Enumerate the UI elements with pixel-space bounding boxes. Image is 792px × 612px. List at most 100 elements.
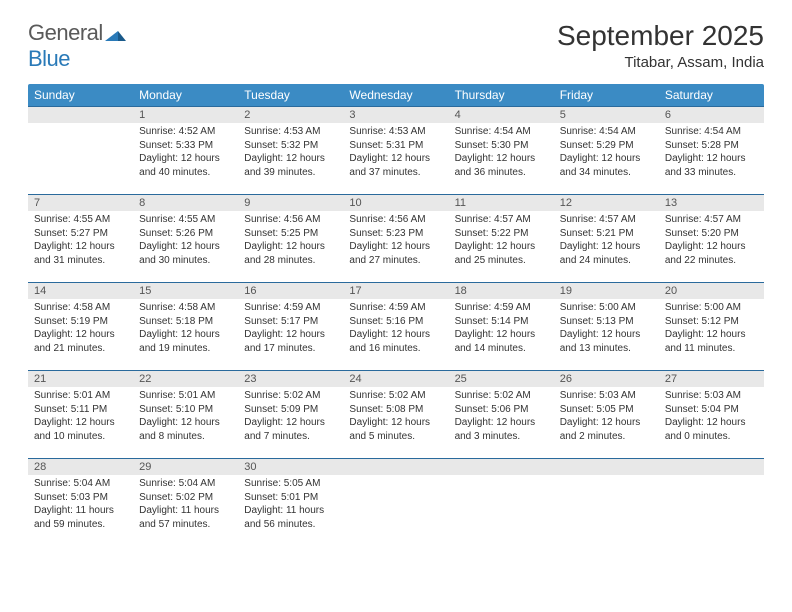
daylight-text: Daylight: 12 hours and 10 minutes. [34,416,127,443]
logo: GeneralBlue [28,20,127,72]
calendar-body: 1Sunrise: 4:52 AMSunset: 5:33 PMDaylight… [28,107,764,547]
sunrise-text: Sunrise: 4:59 AM [349,301,442,315]
daylight-text: Daylight: 12 hours and 3 minutes. [455,416,548,443]
sunrise-text: Sunrise: 4:57 AM [665,213,758,227]
sunset-text: Sunset: 5:12 PM [665,315,758,329]
day-number [554,459,659,475]
calendar-cell [659,459,764,547]
cell-body: Sunrise: 5:04 AMSunset: 5:02 PMDaylight:… [133,475,238,535]
calendar-table: Sunday Monday Tuesday Wednesday Thursday… [28,84,764,547]
daylight-text: Daylight: 12 hours and 5 minutes. [349,416,442,443]
weekday-header: Saturday [659,84,764,107]
day-number: 13 [659,195,764,211]
cell-body [28,123,133,129]
day-number: 12 [554,195,659,211]
calendar-cell: 11Sunrise: 4:57 AMSunset: 5:22 PMDayligh… [449,195,554,283]
calendar-page: GeneralBlue September 2025 Titabar, Assa… [0,0,792,567]
daylight-text: Daylight: 12 hours and 22 minutes. [665,240,758,267]
calendar-row: 14Sunrise: 4:58 AMSunset: 5:19 PMDayligh… [28,283,764,371]
sunrise-text: Sunrise: 4:53 AM [244,125,337,139]
sunrise-text: Sunrise: 4:56 AM [244,213,337,227]
calendar-cell [554,459,659,547]
cell-body: Sunrise: 4:53 AMSunset: 5:31 PMDaylight:… [343,123,448,183]
logo-text-general: General [28,20,103,46]
cell-body [659,475,764,481]
weekday-header: Monday [133,84,238,107]
calendar-cell: 2Sunrise: 4:53 AMSunset: 5:32 PMDaylight… [238,107,343,195]
daylight-text: Daylight: 11 hours and 59 minutes. [34,504,127,531]
sunset-text: Sunset: 5:08 PM [349,403,442,417]
cell-body: Sunrise: 4:59 AMSunset: 5:17 PMDaylight:… [238,299,343,359]
day-number: 7 [28,195,133,211]
calendar-cell: 12Sunrise: 4:57 AMSunset: 5:21 PMDayligh… [554,195,659,283]
sunrise-text: Sunrise: 4:55 AM [139,213,232,227]
cell-body: Sunrise: 4:54 AMSunset: 5:30 PMDaylight:… [449,123,554,183]
calendar-cell: 10Sunrise: 4:56 AMSunset: 5:23 PMDayligh… [343,195,448,283]
sunrise-text: Sunrise: 4:54 AM [665,125,758,139]
daylight-text: Daylight: 12 hours and 30 minutes. [139,240,232,267]
sunset-text: Sunset: 5:11 PM [34,403,127,417]
calendar-row: 21Sunrise: 5:01 AMSunset: 5:11 PMDayligh… [28,371,764,459]
calendar-row: 1Sunrise: 4:52 AMSunset: 5:33 PMDaylight… [28,107,764,195]
daylight-text: Daylight: 12 hours and 16 minutes. [349,328,442,355]
sunset-text: Sunset: 5:31 PM [349,139,442,153]
day-number: 23 [238,371,343,387]
sunrise-text: Sunrise: 5:05 AM [244,477,337,491]
cell-body: Sunrise: 5:00 AMSunset: 5:12 PMDaylight:… [659,299,764,359]
calendar-cell: 26Sunrise: 5:03 AMSunset: 5:05 PMDayligh… [554,371,659,459]
sunset-text: Sunset: 5:28 PM [665,139,758,153]
daylight-text: Daylight: 11 hours and 57 minutes. [139,504,232,531]
daylight-text: Daylight: 12 hours and 39 minutes. [244,152,337,179]
day-number: 25 [449,371,554,387]
day-number [659,459,764,475]
day-number: 18 [449,283,554,299]
day-number: 11 [449,195,554,211]
sunrise-text: Sunrise: 4:52 AM [139,125,232,139]
daylight-text: Daylight: 12 hours and 24 minutes. [560,240,653,267]
day-number: 27 [659,371,764,387]
sunrise-text: Sunrise: 4:53 AM [349,125,442,139]
sunrise-text: Sunrise: 5:02 AM [244,389,337,403]
calendar-cell [28,107,133,195]
cell-body: Sunrise: 4:59 AMSunset: 5:14 PMDaylight:… [449,299,554,359]
calendar-cell: 24Sunrise: 5:02 AMSunset: 5:08 PMDayligh… [343,371,448,459]
sunrise-text: Sunrise: 4:58 AM [34,301,127,315]
day-number: 3 [343,107,448,123]
logo-mark-icon [105,27,127,46]
calendar-cell [449,459,554,547]
sunset-text: Sunset: 5:20 PM [665,227,758,241]
cell-body: Sunrise: 5:02 AMSunset: 5:08 PMDaylight:… [343,387,448,447]
calendar-head: Sunday Monday Tuesday Wednesday Thursday… [28,84,764,107]
calendar-cell: 9Sunrise: 4:56 AMSunset: 5:25 PMDaylight… [238,195,343,283]
daylight-text: Daylight: 12 hours and 25 minutes. [455,240,548,267]
day-number: 29 [133,459,238,475]
day-number: 15 [133,283,238,299]
sunrise-text: Sunrise: 5:00 AM [665,301,758,315]
sunset-text: Sunset: 5:10 PM [139,403,232,417]
day-number: 2 [238,107,343,123]
sunrise-text: Sunrise: 4:56 AM [349,213,442,227]
cell-body [449,475,554,481]
sunrise-text: Sunrise: 5:00 AM [560,301,653,315]
day-number [449,459,554,475]
weekday-header: Friday [554,84,659,107]
day-number: 20 [659,283,764,299]
sunrise-text: Sunrise: 5:02 AM [455,389,548,403]
sunrise-text: Sunrise: 5:02 AM [349,389,442,403]
daylight-text: Daylight: 12 hours and 21 minutes. [34,328,127,355]
day-number: 1 [133,107,238,123]
daylight-text: Daylight: 12 hours and 27 minutes. [349,240,442,267]
sunrise-text: Sunrise: 4:54 AM [455,125,548,139]
calendar-cell: 16Sunrise: 4:59 AMSunset: 5:17 PMDayligh… [238,283,343,371]
cell-body [343,475,448,481]
sunrise-text: Sunrise: 5:04 AM [139,477,232,491]
day-number: 9 [238,195,343,211]
sunrise-text: Sunrise: 5:01 AM [34,389,127,403]
day-number: 22 [133,371,238,387]
day-number: 4 [449,107,554,123]
calendar-row: 7Sunrise: 4:55 AMSunset: 5:27 PMDaylight… [28,195,764,283]
sunrise-text: Sunrise: 4:59 AM [455,301,548,315]
calendar-cell: 14Sunrise: 4:58 AMSunset: 5:19 PMDayligh… [28,283,133,371]
calendar-cell: 8Sunrise: 4:55 AMSunset: 5:26 PMDaylight… [133,195,238,283]
calendar-row: 28Sunrise: 5:04 AMSunset: 5:03 PMDayligh… [28,459,764,547]
